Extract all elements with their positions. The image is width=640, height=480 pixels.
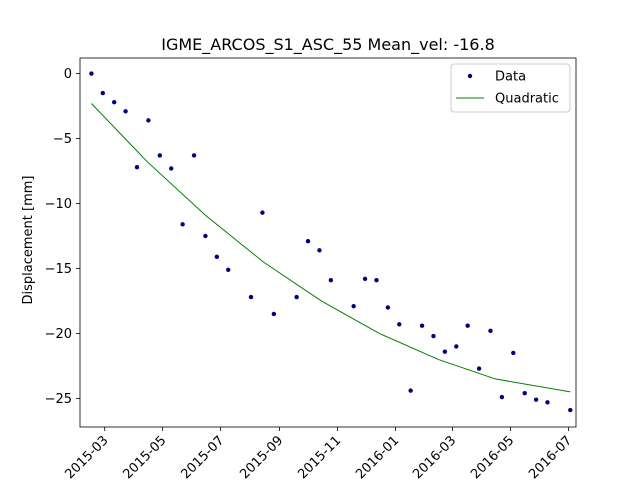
y-tick-label: −25 bbox=[45, 392, 72, 407]
plot-area bbox=[79, 57, 577, 428]
data-point bbox=[294, 294, 299, 300]
data-point bbox=[431, 333, 436, 339]
data-point bbox=[271, 311, 277, 317]
data-point bbox=[442, 349, 448, 354]
legend: Data Quadratic bbox=[450, 63, 571, 113]
data-point bbox=[89, 71, 94, 76]
plot-content bbox=[89, 71, 573, 413]
data-point bbox=[191, 153, 197, 158]
data-point bbox=[248, 294, 254, 300]
data-point bbox=[533, 397, 539, 402]
x-tick-label: 2016-05 bbox=[468, 433, 517, 480]
data-point bbox=[476, 366, 482, 371]
data-point bbox=[328, 277, 334, 283]
x-tick-label: 2016-07 bbox=[526, 433, 575, 480]
data-point bbox=[305, 239, 311, 244]
x-tick-label: 2015-07 bbox=[178, 433, 227, 480]
data-point bbox=[260, 210, 265, 215]
x-tick-label: 2015-09 bbox=[237, 433, 286, 480]
data-point bbox=[522, 391, 527, 396]
data-point bbox=[146, 118, 151, 123]
x-tick-label: 2015-03 bbox=[63, 433, 112, 480]
data-point bbox=[123, 109, 128, 114]
y-tick-label: 0 bbox=[64, 67, 72, 82]
y-tick-label: −20 bbox=[45, 327, 72, 342]
data-point bbox=[362, 276, 368, 282]
y-axis-label: Displacement [mm] bbox=[21, 176, 36, 305]
legend-data-marker bbox=[467, 73, 473, 79]
data-point bbox=[100, 90, 106, 96]
data-point bbox=[488, 328, 493, 334]
data-point bbox=[203, 233, 208, 239]
data-point bbox=[397, 322, 402, 327]
legend-data-label: Data bbox=[495, 70, 526, 85]
data-point bbox=[419, 323, 425, 328]
data-point bbox=[374, 277, 379, 283]
data-point bbox=[465, 323, 470, 328]
x-tick-label: 2015-11 bbox=[295, 433, 344, 480]
data-point bbox=[511, 350, 516, 356]
quadratic-fit-line bbox=[91, 103, 571, 393]
data-point bbox=[408, 388, 413, 393]
data-point bbox=[454, 344, 459, 349]
data-point bbox=[180, 222, 185, 227]
data-point bbox=[157, 153, 163, 158]
legend-quadratic-label: Quadratic bbox=[495, 92, 559, 107]
x-tick-label: 2016-01 bbox=[353, 433, 402, 480]
data-point bbox=[317, 248, 322, 253]
data-point bbox=[385, 305, 391, 310]
data-point bbox=[568, 407, 573, 413]
chart-title: IGME_ARCOS_S1_ASC_55 Mean_vel: -16.8 bbox=[161, 35, 495, 55]
data-point bbox=[169, 166, 174, 171]
data-point bbox=[112, 99, 117, 105]
legend-box bbox=[450, 63, 571, 113]
data-point bbox=[214, 254, 220, 259]
y-tick-label: −15 bbox=[45, 262, 72, 277]
axis-ticks: 2015-03 2015-05 2015-07 2015-09 2015-11 2016-… bbox=[45, 67, 576, 480]
y-tick-label: −10 bbox=[45, 197, 72, 212]
x-tick-label: 2015-05 bbox=[120, 433, 169, 480]
x-tick-label: 2016-03 bbox=[410, 433, 459, 480]
data-point bbox=[545, 400, 550, 405]
y-tick-label: −5 bbox=[53, 132, 72, 147]
data-point bbox=[351, 303, 356, 309]
data-point bbox=[499, 394, 505, 400]
data-point bbox=[226, 267, 231, 272]
data-point bbox=[134, 164, 140, 170]
